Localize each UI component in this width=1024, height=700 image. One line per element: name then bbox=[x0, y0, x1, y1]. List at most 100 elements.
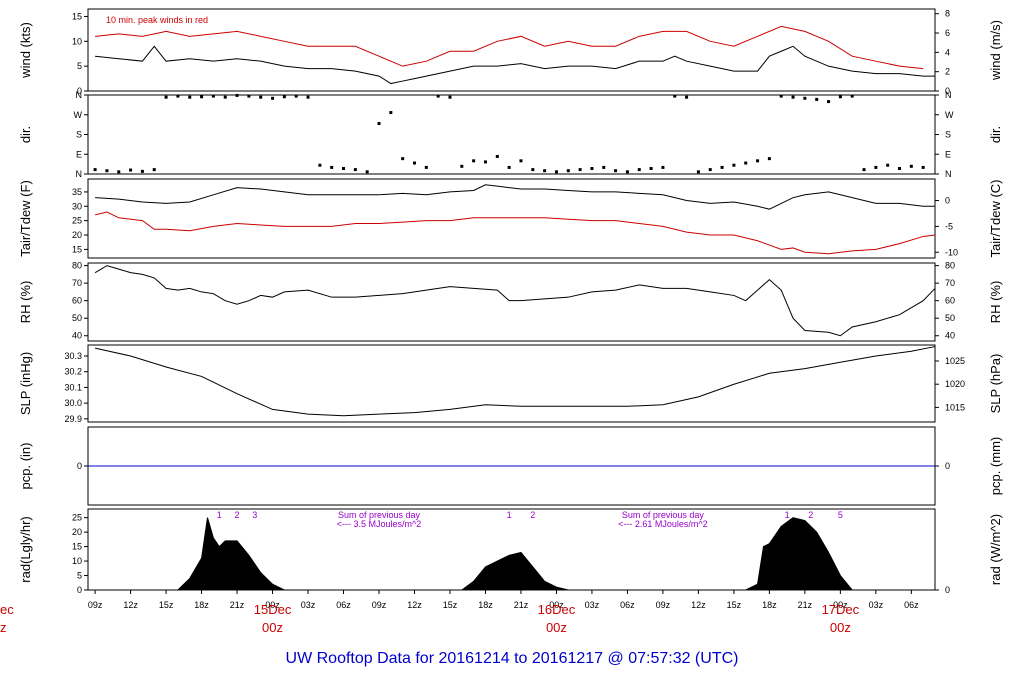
x-tick-label: 15z bbox=[159, 600, 174, 610]
dir-point bbox=[306, 95, 310, 99]
x-tick-label: 06z bbox=[620, 600, 635, 610]
dir-point bbox=[318, 163, 322, 167]
wind-annotation: 10 min. peak winds in red bbox=[106, 15, 208, 25]
edge-label-date: ec bbox=[0, 602, 14, 617]
slp-ytick-label-left: 30.1 bbox=[64, 382, 82, 392]
dir-point bbox=[543, 169, 547, 173]
dir-point bbox=[117, 170, 121, 174]
x-tick-label: 21z bbox=[514, 600, 529, 610]
rad-annotation: 1 bbox=[217, 510, 222, 520]
wind-ytick-label-right: 2 bbox=[945, 67, 950, 77]
dir-point bbox=[744, 161, 748, 165]
pcp-ytick-label-left: 0 bbox=[77, 461, 82, 471]
dir-point bbox=[424, 165, 428, 169]
dir-ytick-label-right: S bbox=[945, 130, 951, 140]
wind-ylabel-right: wind (m/s) bbox=[988, 20, 1003, 81]
rh-ytick-label-left: 50 bbox=[72, 313, 82, 323]
dir-ytick-label-left: E bbox=[76, 149, 82, 159]
rad-area-1 bbox=[460, 551, 569, 591]
dir-point bbox=[247, 94, 251, 98]
rad-annotation: 2 bbox=[808, 510, 813, 520]
dir-ytick-label-right: N bbox=[945, 90, 952, 100]
dir-point bbox=[614, 169, 618, 173]
pcp-ylabel-right: pcp. (mm) bbox=[988, 437, 1003, 496]
pcp-ylabel-left: pcp. (in) bbox=[18, 443, 33, 490]
dir-point bbox=[140, 169, 144, 173]
dir-point bbox=[495, 154, 499, 158]
dir-point bbox=[886, 163, 890, 167]
x-tick-label: 09z bbox=[656, 600, 671, 610]
rh-ytick-label-left: 80 bbox=[72, 261, 82, 271]
dir-point bbox=[578, 168, 582, 172]
temp-ytick-label-left: 30 bbox=[72, 201, 82, 211]
rad-annotation: 1 bbox=[507, 510, 512, 520]
dir-point bbox=[353, 168, 357, 172]
rh-ylabel-left: RH (%) bbox=[18, 281, 33, 324]
rad-ytick-label-left: 25 bbox=[72, 513, 82, 523]
dir-point bbox=[637, 168, 641, 172]
rad-ytick-label-left: 5 bbox=[77, 571, 82, 581]
x-tick-label: 18z bbox=[478, 600, 493, 610]
x-tick-label: 00z bbox=[549, 600, 564, 610]
dir-point bbox=[685, 95, 689, 99]
dir-point bbox=[259, 95, 263, 99]
slp-ytick-label-left: 30.2 bbox=[64, 367, 82, 377]
dir-ytick-label-right: W bbox=[945, 110, 954, 120]
rad-annotation: 5 bbox=[838, 510, 843, 520]
day-label-date: 15Dec bbox=[254, 602, 292, 617]
x-tick-label: 00z bbox=[833, 600, 848, 610]
dir-point bbox=[862, 168, 866, 172]
dir-point bbox=[625, 170, 629, 174]
dir-point bbox=[164, 95, 168, 99]
x-tick-label: 21z bbox=[798, 600, 813, 610]
dir-point bbox=[519, 159, 523, 163]
x-tick-label: 06z bbox=[904, 600, 919, 610]
rad-area-2 bbox=[745, 517, 854, 591]
wind-ytick-label-right: 6 bbox=[945, 28, 950, 38]
slp-ylabel-left: SLP (inHg) bbox=[18, 352, 33, 415]
dir-point bbox=[531, 168, 535, 172]
rad-annotation: <--- 3.5 MJoules/m^2 bbox=[337, 519, 422, 529]
temp-ytick-label-left: 35 bbox=[72, 187, 82, 197]
dir-point bbox=[377, 122, 381, 126]
temp-ytick-label-right: 0 bbox=[945, 196, 950, 206]
x-tick-label: 15z bbox=[443, 600, 458, 610]
dir-point bbox=[673, 94, 677, 98]
temp-ytick-label-right: -5 bbox=[945, 221, 953, 231]
rad-annotation: Sum of previous day bbox=[622, 510, 705, 520]
wind-ytick-label-right: 0 bbox=[945, 86, 950, 96]
dir-point bbox=[412, 161, 416, 165]
temp-ytick-label-right: -10 bbox=[945, 247, 958, 257]
wind-ytick-label-left: 10 bbox=[72, 36, 82, 46]
dir-point bbox=[460, 164, 464, 168]
dir-point bbox=[93, 168, 97, 172]
x-tick-label: 06z bbox=[336, 600, 351, 610]
dir-point bbox=[602, 165, 606, 169]
x-tick-label: 21z bbox=[230, 600, 245, 610]
dir-point bbox=[874, 165, 878, 169]
wind-ylabel-left: wind (kts) bbox=[18, 22, 33, 79]
dir-point bbox=[590, 167, 594, 171]
wind-panel-frame bbox=[87, 8, 936, 92]
wind-ytick-label-left: 15 bbox=[72, 11, 82, 21]
slp-ytick-label-left: 30.3 bbox=[64, 351, 82, 361]
dir-point bbox=[152, 168, 156, 172]
rh-ytick-label-right: 50 bbox=[945, 313, 955, 323]
rh-ytick-label-left: 60 bbox=[72, 296, 82, 306]
dir-point bbox=[921, 165, 925, 169]
dir-point bbox=[566, 169, 570, 173]
rad-area-0 bbox=[176, 517, 285, 591]
day-label-time: 00z bbox=[262, 620, 283, 635]
dir-ytick-label-left: N bbox=[76, 169, 83, 179]
day-label-date: 16Dec bbox=[538, 602, 576, 617]
slp-ylabel-right: SLP (hPa) bbox=[988, 354, 1003, 414]
rad-annotation: 2 bbox=[530, 510, 535, 520]
x-tick-label: 03z bbox=[585, 600, 600, 610]
wind-series-0-line bbox=[95, 45, 935, 85]
dir-point bbox=[708, 168, 712, 172]
dir-point bbox=[815, 97, 819, 101]
dir-point bbox=[200, 95, 204, 99]
x-tick-label: 03z bbox=[301, 600, 316, 610]
dir-point bbox=[779, 94, 783, 98]
dir-point bbox=[767, 157, 771, 161]
